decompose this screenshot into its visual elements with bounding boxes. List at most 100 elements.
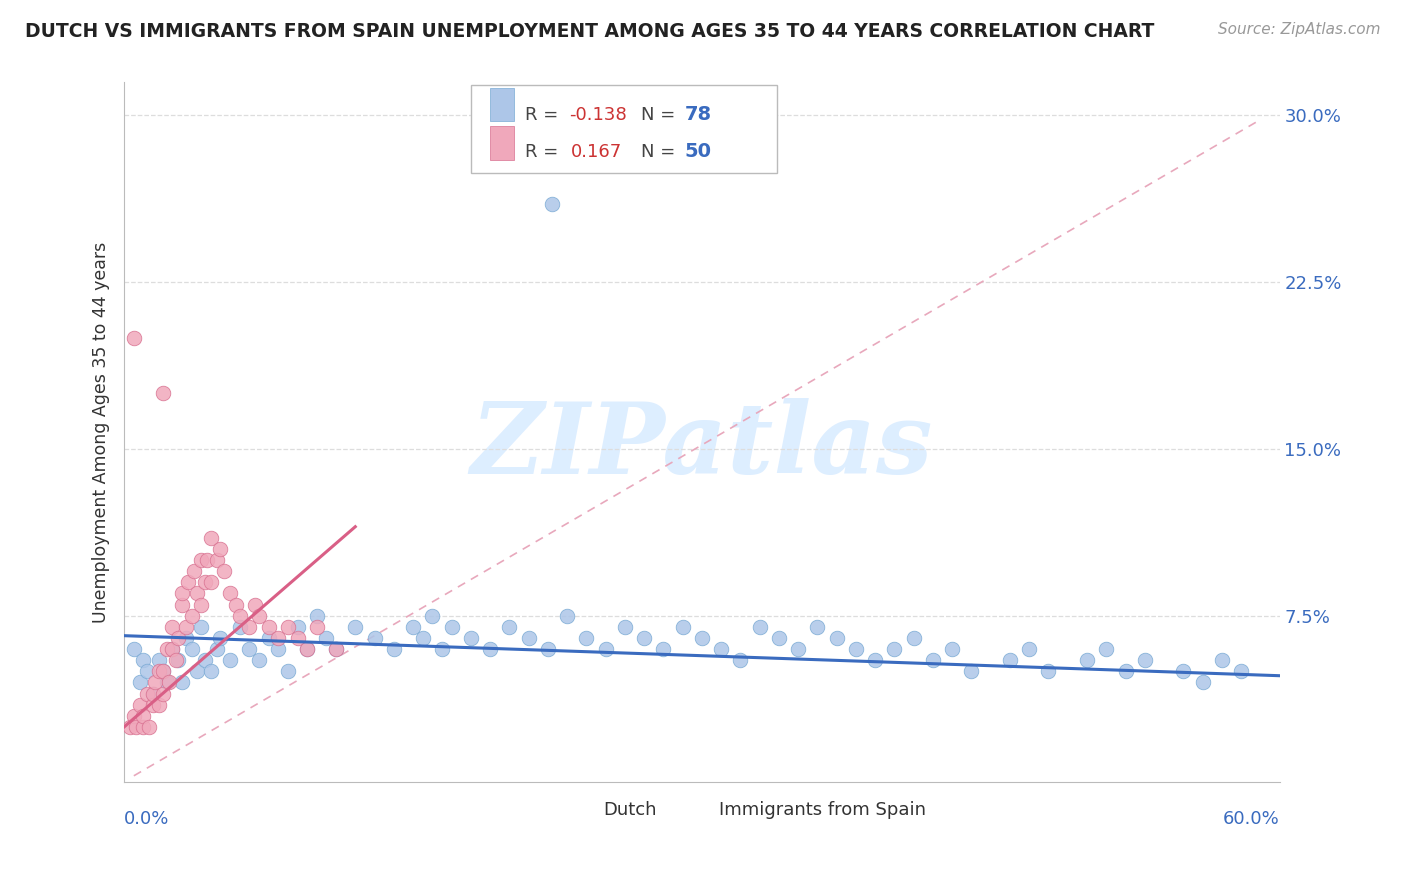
Point: [825, 631, 848, 645]
Point: [1018, 642, 1040, 657]
Point: [162, 642, 184, 657]
Point: [537, 642, 560, 657]
Point: [287, 620, 309, 634]
Point: [498, 620, 520, 634]
Point: [277, 620, 299, 634]
Point: [517, 631, 540, 645]
Point: [125, 720, 148, 734]
Point: [152, 665, 174, 679]
Text: 78: 78: [685, 105, 711, 124]
Text: DUTCH VS IMMIGRANTS FROM SPAIN UNEMPLOYMENT AMONG AGES 35 TO 44 YEARS CORRELATIO: DUTCH VS IMMIGRANTS FROM SPAIN UNEMPLOYM…: [25, 22, 1154, 41]
Point: [219, 586, 242, 600]
Point: [690, 631, 713, 645]
Point: [1173, 665, 1195, 679]
Point: [157, 675, 180, 690]
Point: [155, 642, 177, 657]
Point: [903, 631, 925, 645]
Text: Immigrants from Spain: Immigrants from Spain: [720, 802, 927, 820]
Point: [200, 575, 222, 590]
Text: 60.0%: 60.0%: [1223, 811, 1279, 829]
Point: [165, 653, 187, 667]
Point: [128, 698, 150, 712]
Point: [180, 608, 202, 623]
Y-axis label: Unemployment Among Ages 35 to 44 years: Unemployment Among Ages 35 to 44 years: [93, 242, 110, 623]
Point: [633, 631, 655, 645]
FancyBboxPatch shape: [575, 800, 598, 821]
Point: [287, 631, 309, 645]
Text: ZIPatlas: ZIPatlas: [471, 398, 934, 494]
Point: [845, 642, 868, 657]
Point: [174, 631, 197, 645]
Text: Source: ZipAtlas.com: Source: ZipAtlas.com: [1218, 22, 1381, 37]
Point: [180, 642, 202, 657]
Text: R =: R =: [524, 143, 564, 161]
Point: [170, 675, 193, 690]
Point: [122, 331, 145, 345]
Point: [402, 620, 425, 634]
Point: [167, 631, 190, 645]
Point: [460, 631, 482, 645]
Text: R =: R =: [524, 105, 564, 124]
Point: [238, 620, 260, 634]
Point: [195, 553, 218, 567]
Point: [1211, 653, 1233, 667]
Text: 0.0%: 0.0%: [124, 811, 170, 829]
Point: [209, 631, 232, 645]
Point: [613, 620, 636, 634]
Point: [122, 708, 145, 723]
Point: [295, 642, 318, 657]
Point: [315, 631, 337, 645]
Point: [200, 665, 222, 679]
Point: [136, 665, 159, 679]
Point: [277, 665, 299, 679]
FancyBboxPatch shape: [491, 87, 513, 121]
Point: [132, 720, 155, 734]
Point: [672, 620, 695, 634]
Point: [214, 564, 236, 578]
Point: [177, 575, 200, 590]
Point: [883, 642, 905, 657]
Point: [190, 620, 212, 634]
Point: [430, 642, 453, 657]
FancyBboxPatch shape: [471, 86, 778, 173]
Point: [998, 653, 1021, 667]
Point: [787, 642, 810, 657]
Point: [162, 642, 184, 657]
Point: [142, 698, 165, 712]
Point: [225, 598, 247, 612]
Point: [257, 620, 280, 634]
Point: [412, 631, 434, 645]
Point: [229, 620, 252, 634]
Text: Dutch: Dutch: [603, 802, 657, 820]
Point: [118, 720, 141, 734]
Point: [136, 686, 159, 700]
Point: [595, 642, 617, 657]
Point: [142, 686, 165, 700]
Point: [190, 553, 212, 567]
Point: [152, 386, 174, 401]
Point: [132, 653, 155, 667]
Point: [155, 675, 177, 690]
Point: [174, 620, 197, 634]
Point: [238, 642, 260, 657]
Point: [143, 675, 166, 690]
Point: [247, 608, 270, 623]
Point: [420, 608, 443, 623]
Point: [257, 631, 280, 645]
Point: [1133, 653, 1156, 667]
Point: [170, 598, 193, 612]
Point: [652, 642, 675, 657]
Point: [1115, 665, 1137, 679]
Point: [363, 631, 385, 645]
Point: [806, 620, 828, 634]
Point: [186, 665, 208, 679]
Text: N =: N =: [641, 143, 681, 161]
Point: [194, 653, 217, 667]
Point: [768, 631, 790, 645]
Point: [555, 608, 578, 623]
Point: [122, 642, 145, 657]
Point: [1095, 642, 1118, 657]
Point: [170, 586, 193, 600]
Point: [194, 575, 217, 590]
Point: [1191, 675, 1213, 690]
